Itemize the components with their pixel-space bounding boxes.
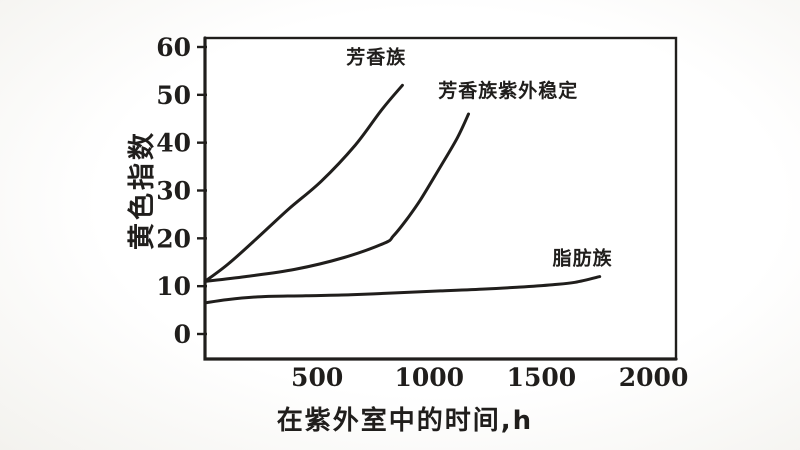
y-tick-label: 50 (156, 81, 191, 110)
x-tick-label: 2000 (619, 363, 689, 392)
x-tick-label: 500 (291, 363, 343, 392)
y-tick-label: 40 (156, 129, 191, 158)
series-aliphatic-line (203, 275, 602, 305)
y-tick-label: 60 (156, 33, 191, 62)
axes (203, 36, 678, 361)
series-aliphatic-label: 脂肪族 (553, 247, 613, 270)
y-tick-label: 30 (156, 177, 191, 206)
x-axis-title: 在紫外室中的时间,h (276, 406, 534, 436)
y-tick-label: 20 (156, 224, 191, 253)
x-tick-label: 1500 (507, 363, 577, 392)
y-axis-title: 黄色指数 (127, 130, 158, 250)
series-aromatic-label: 芳香族 (346, 46, 406, 69)
y-tick-label: 0 (174, 320, 191, 349)
x-tick-label: 1000 (394, 363, 464, 392)
series-aromatic-uv-stabilized-line (203, 112, 470, 283)
series-aromatic-uv-stabilized-label: 芳香族紫外稳定 (438, 79, 578, 102)
series-aromatic-line (203, 83, 404, 283)
y-tick-label: 10 (156, 272, 191, 301)
